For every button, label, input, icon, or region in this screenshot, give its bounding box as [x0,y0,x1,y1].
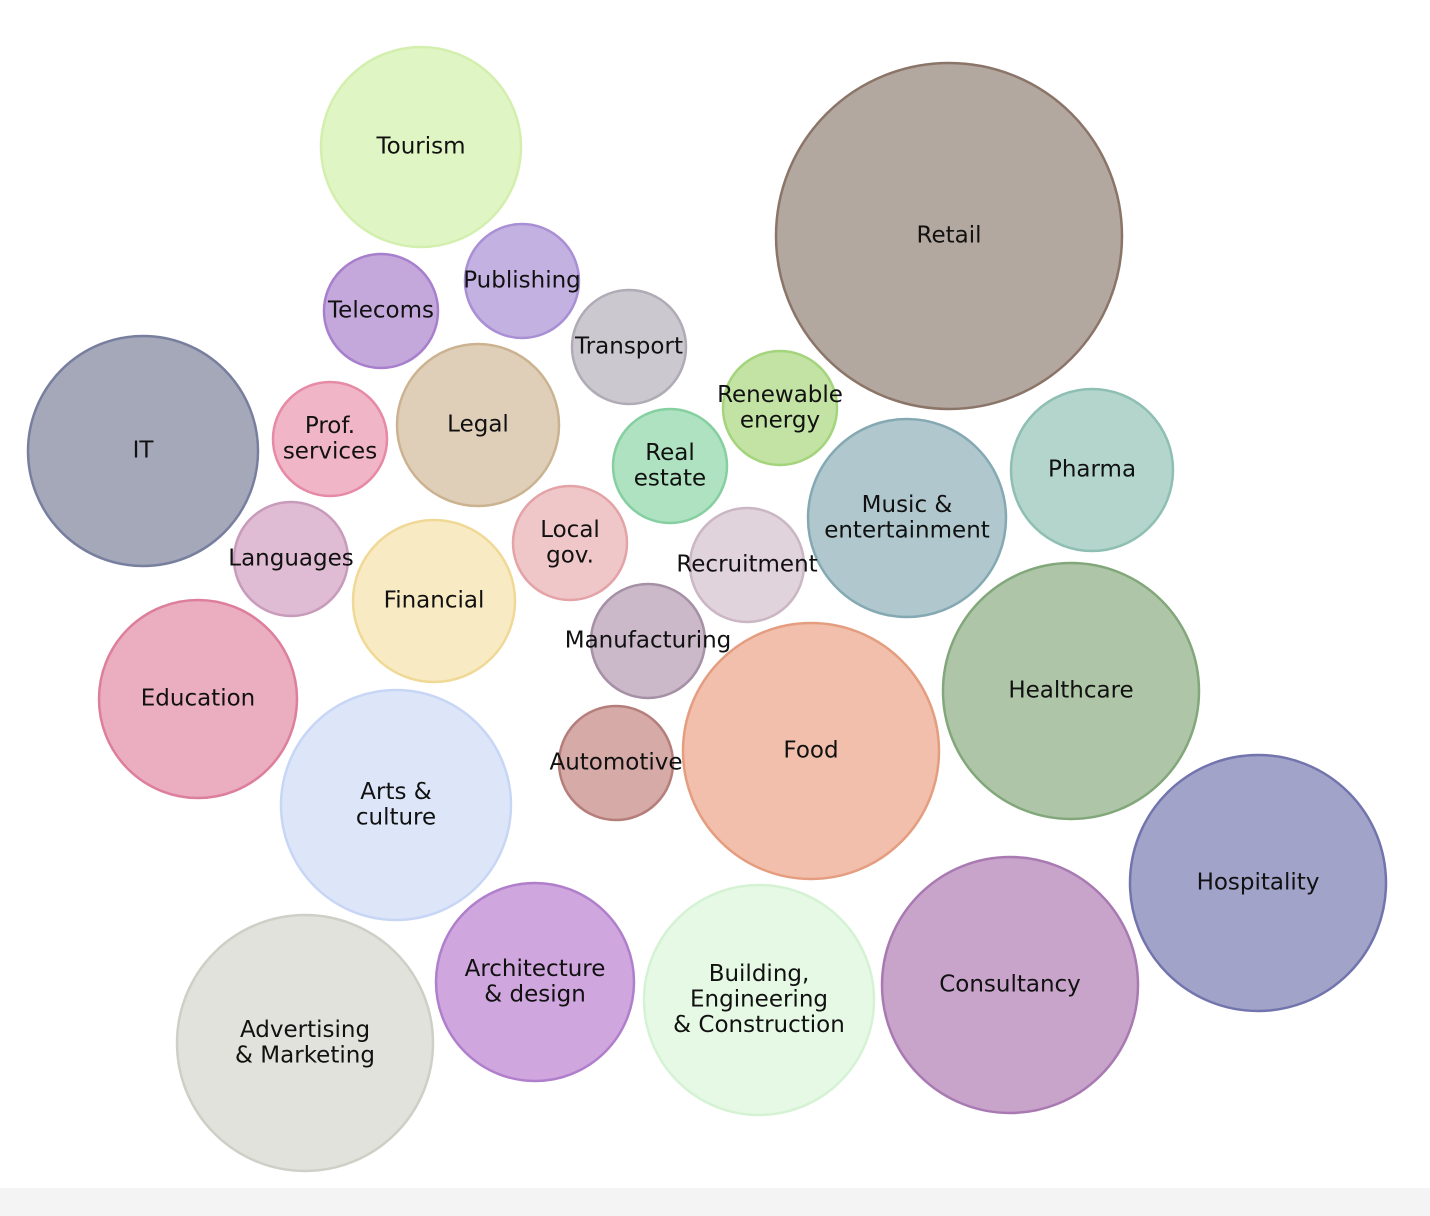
bubble-label: Retail [917,223,982,249]
bubble-label: Languages [228,546,354,572]
bottom-band [0,1188,1430,1216]
bubble-label: Hospitality [1197,870,1320,896]
bubble-label: Recruitment [676,552,817,578]
bubble [175,913,435,1173]
bubble-label: Legal [447,412,509,438]
bubble-label: gov. [546,542,594,568]
bubble-label: Building, [709,961,810,987]
bubble-label: Architecture [465,956,606,982]
bubble-label: Education [141,686,256,712]
bubble [642,883,876,1117]
bubbles [26,45,1388,1173]
bubble-label: IT [133,438,155,464]
bubble [1128,753,1388,1013]
bubble [1009,387,1175,553]
bubble [557,704,675,822]
bubble [806,417,1008,619]
bubble-label: Food [783,738,838,764]
bubble [395,342,561,508]
bubble-label: & Construction [673,1012,845,1038]
bubble [880,855,1140,1115]
bubble-label: Arts & [360,779,432,805]
bubble [351,518,517,684]
bubble [721,349,839,467]
bubble [279,688,513,922]
bubble [322,252,440,370]
bubble [589,582,707,700]
labels: Tourism Publishing Telecoms Retail Transport… [133,134,1320,1069]
bubble [232,500,350,618]
bubble-label: estate [634,465,706,491]
bubble [688,506,806,624]
bubble-label: Advertising [240,1017,370,1043]
bubble [463,222,581,340]
bubble-label: & design [484,981,586,1007]
bubble-label: Engineering [690,987,828,1013]
bubble-label: Tourism [375,134,465,160]
bubble-label: Music & [862,492,953,518]
bubble-label: Automotive [549,750,682,776]
bubble [611,407,729,525]
bubble-label: Financial [384,588,485,614]
bubble-label: entertainment [824,517,990,543]
bubble [941,561,1201,821]
bubble-label: Healthcare [1008,678,1133,704]
bubble-label: Local [540,517,600,543]
bubble [97,598,299,800]
bubble [271,380,389,498]
bubble-label: Publishing [463,268,581,294]
bubble [26,334,260,568]
bubble-label: Pharma [1048,457,1136,483]
bubble-label: Transport [574,334,683,360]
bubble-label: Prof. [305,413,355,439]
bubble-label: services [283,438,377,464]
bubble-label: Renewable [717,382,843,408]
bubble-label: & Marketing [235,1042,375,1068]
bubble-label: energy [740,407,820,433]
bubble-label: Consultancy [939,972,1081,998]
bubble [434,881,636,1083]
bubble [681,621,941,881]
bubble [774,61,1124,411]
bubble [319,45,523,249]
bubble [570,288,688,406]
bubble-label: Real [645,440,695,466]
bubble-label: culture [356,804,436,830]
bubble-label: Manufacturing [565,628,732,654]
bubble-label: Telecoms [327,298,434,324]
bubble [511,484,629,602]
